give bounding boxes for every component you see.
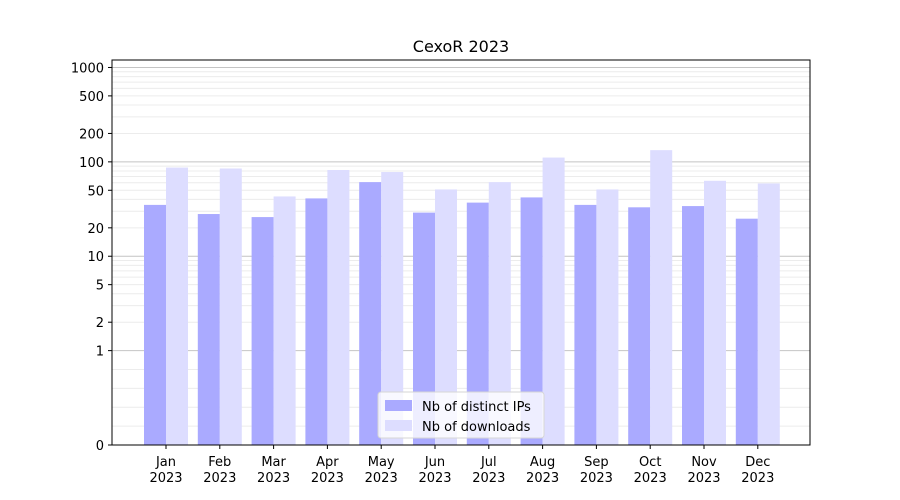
- y-axis: 0 1 2 5 10 20 50 100 200 500 1000: [71, 61, 112, 454]
- y-tick-label: 1000: [71, 61, 104, 76]
- y-tick-label: 500: [79, 90, 104, 105]
- x-tick-label: Jul 2023: [472, 455, 505, 486]
- bar: [704, 180, 726, 445]
- legend-label: Nb of downloads: [422, 420, 531, 435]
- bar: [144, 204, 166, 445]
- bar: [488, 182, 511, 445]
- y-tick-label: 100: [79, 156, 104, 171]
- bar: [381, 172, 404, 445]
- y-tick-label: 5: [96, 279, 104, 294]
- y-tick-label: 2: [96, 316, 104, 331]
- bar: [197, 214, 220, 445]
- bar: [574, 204, 597, 445]
- bar: [251, 217, 274, 445]
- bar: [628, 207, 651, 445]
- bar: [327, 169, 350, 446]
- x-tick-label: Jan 2023: [149, 455, 182, 486]
- x-tick-label: Jun 2023: [418, 455, 451, 486]
- y-tick-label: 1: [96, 345, 104, 360]
- x-tick-label: Oct 2023: [634, 455, 667, 486]
- y-tick-label: 200: [79, 127, 104, 142]
- x-tick-label: May 2023: [365, 455, 398, 486]
- y-tick-label: 20: [87, 222, 104, 237]
- legend: Nb of distinct IPs Nb of downloads: [377, 391, 545, 439]
- legend-label: Nb of distinct IPs: [422, 400, 531, 415]
- bar: [305, 198, 328, 445]
- chart-title: CexoR 2023: [413, 37, 509, 56]
- x-tick-label: Nov 2023: [687, 455, 720, 486]
- x-tick-label: Apr 2023: [311, 455, 344, 486]
- bar: [650, 150, 673, 445]
- bar: [166, 167, 188, 445]
- bar: [435, 189, 457, 445]
- x-tick-label: Dec 2023: [741, 455, 774, 486]
- y-tick-label: 10: [87, 250, 104, 265]
- bar: [359, 182, 382, 445]
- bar: [273, 196, 296, 445]
- x-tick-label: Sep 2023: [580, 455, 613, 486]
- bar: [596, 189, 619, 445]
- plot-frame: [111, 59, 811, 446]
- bar: [735, 218, 758, 445]
- bar: [542, 157, 565, 446]
- bars: [144, 150, 780, 446]
- bar: [219, 168, 242, 445]
- y-tick-label: 50: [87, 184, 104, 199]
- x-axis: Jan 2023 Feb 2023 Mar 2023 Apr 2023 May 2023 Jun 20…: [149, 445, 774, 486]
- bar: [413, 212, 435, 445]
- bar: [757, 183, 780, 446]
- bar: [520, 197, 543, 445]
- x-tick-label: Mar 2023: [257, 455, 290, 486]
- legend-box: [377, 391, 545, 439]
- y-tick-label: 0: [96, 439, 104, 454]
- x-tick-label: Feb 2023: [203, 455, 236, 486]
- legend-swatch: [385, 400, 412, 411]
- bar: [682, 206, 704, 445]
- bar: [466, 202, 489, 445]
- legend-swatch: [385, 420, 412, 431]
- x-tick-label: Aug 2023: [526, 455, 559, 486]
